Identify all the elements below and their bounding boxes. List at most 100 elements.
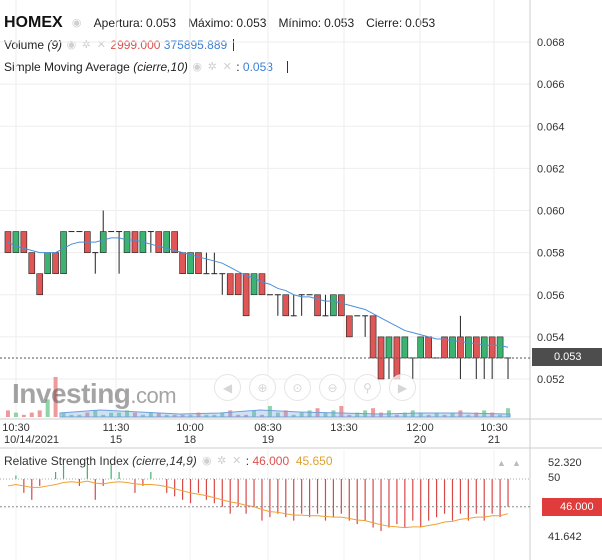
price-tick-label: 0.068	[537, 37, 565, 49]
candle-body	[4, 231, 12, 253]
candle-body	[52, 252, 59, 274]
price-tick-label: 0.058	[537, 248, 565, 260]
investing-logo: Investing.com	[12, 378, 177, 409]
close-icon[interactable]: ✕	[222, 61, 232, 73]
volume-bar	[61, 412, 66, 417]
candle-body	[258, 273, 266, 296]
volume-sma-area	[59, 409, 511, 418]
candle-body	[282, 294, 290, 317]
rsi-value-1: 46.000	[252, 454, 290, 468]
volume-bar	[410, 410, 415, 417]
symbol-title: HOMEX	[4, 14, 63, 31]
candle-body	[393, 336, 401, 380]
date-tick-label: 21	[488, 434, 500, 446]
candle-body	[195, 252, 202, 274]
search-icon[interactable]: ⚲	[354, 374, 381, 401]
candle-body	[425, 336, 432, 359]
volume-bar	[148, 412, 153, 417]
candle-body	[163, 231, 171, 253]
candle-body	[36, 273, 44, 296]
close-icon[interactable]: ✕	[232, 455, 242, 467]
volume-bar	[21, 414, 26, 417]
high-label: Máximo:	[188, 16, 234, 30]
gear-icon[interactable]: ✲	[81, 39, 91, 51]
candle-body	[60, 231, 67, 274]
volume-bar	[299, 412, 304, 417]
low-value: 0.053	[324, 16, 355, 30]
rsi-current-tag: 46.000	[542, 498, 602, 516]
candle-body	[441, 336, 448, 359]
candle-body	[187, 252, 194, 274]
zoom-out-icon[interactable]: ⊖	[319, 374, 346, 401]
date-tick-label: 10/14/2021	[4, 434, 59, 446]
gear-icon[interactable]: ✲	[217, 455, 227, 467]
volume-bar	[386, 410, 391, 417]
volume-value-2: 375895.889	[163, 38, 228, 52]
volume-bar	[244, 414, 249, 417]
volume-bar	[283, 410, 288, 417]
volume-bar	[109, 412, 114, 417]
volume-bar	[132, 412, 137, 417]
candle-body	[338, 294, 345, 317]
eye-icon[interactable]: ◉	[192, 61, 203, 73]
volume-bar	[498, 414, 503, 417]
volume-bar	[331, 410, 336, 417]
time-tick-label: 11:30	[103, 422, 130, 434]
eye-icon[interactable]: ◉	[201, 455, 212, 467]
candle-body	[12, 231, 20, 253]
volume-bar	[307, 410, 312, 417]
date-tick-label: 18	[184, 434, 196, 446]
date-tick-label: 19	[262, 434, 274, 446]
volume-bar	[490, 412, 495, 417]
volume-bar	[474, 412, 479, 417]
volume-bar	[267, 406, 272, 417]
sma-line	[7, 237, 509, 348]
candle-body	[345, 315, 353, 338]
candle-body	[234, 273, 242, 296]
candle-body	[179, 252, 186, 274]
time-tick-label: 10:30	[480, 422, 508, 434]
eye-icon[interactable]: ◉	[71, 17, 82, 29]
volume-bar	[458, 410, 463, 417]
volume-bar	[101, 414, 106, 417]
candle-body	[401, 336, 409, 359]
high-value: 0.053	[236, 16, 267, 30]
candle-body	[84, 231, 91, 253]
eye-icon[interactable]: ◉	[66, 39, 77, 51]
price-tick-label: 0.060	[537, 206, 565, 218]
scroll-left-icon[interactable]: ◀	[214, 374, 241, 401]
text-cursor	[233, 39, 235, 51]
volume-bar	[220, 412, 225, 417]
close-icon[interactable]: ✕	[96, 39, 106, 51]
close-label: Cierre:	[366, 16, 403, 30]
pane-collapse-icon[interactable]: ▲	[497, 458, 506, 468]
scroll-right-icon[interactable]: ▶	[389, 374, 416, 401]
pane-expand-icon[interactable]: ▲	[512, 458, 521, 468]
rsi-tick-label: 50	[548, 472, 560, 484]
price-tick-label: 0.064	[537, 121, 565, 133]
candle-body	[449, 336, 456, 359]
volume-bar	[117, 412, 122, 417]
volume-bar	[315, 408, 320, 417]
volume-bar	[275, 412, 280, 417]
candle-body	[171, 231, 178, 253]
volume-bar	[339, 406, 344, 417]
ohlc-legend: HOMEX ◉ Apertura: 0.053 Máximo: 0.053 Mí…	[4, 14, 435, 32]
gear-icon[interactable]: ✲	[207, 61, 217, 73]
rsi-tick-label: 52.320	[548, 457, 582, 469]
zoom-in-icon[interactable]: ⊕	[249, 374, 276, 401]
volume-bar	[450, 412, 455, 417]
volume-value-1: 2999.000	[110, 38, 161, 52]
volume-bar	[125, 410, 130, 417]
candle-body	[369, 315, 377, 359]
volume-bar	[394, 414, 399, 417]
time-tick-label: 12:00	[406, 422, 434, 434]
sma-label: Simple Moving Average	[4, 60, 130, 74]
reset-zoom-icon[interactable]: ⊙	[284, 374, 311, 401]
candle-body	[242, 273, 250, 317]
open-value: 0.053	[146, 16, 177, 30]
price-tick-label: 0.062	[537, 163, 565, 175]
candle-body	[28, 252, 36, 274]
volume-bar	[196, 412, 201, 417]
